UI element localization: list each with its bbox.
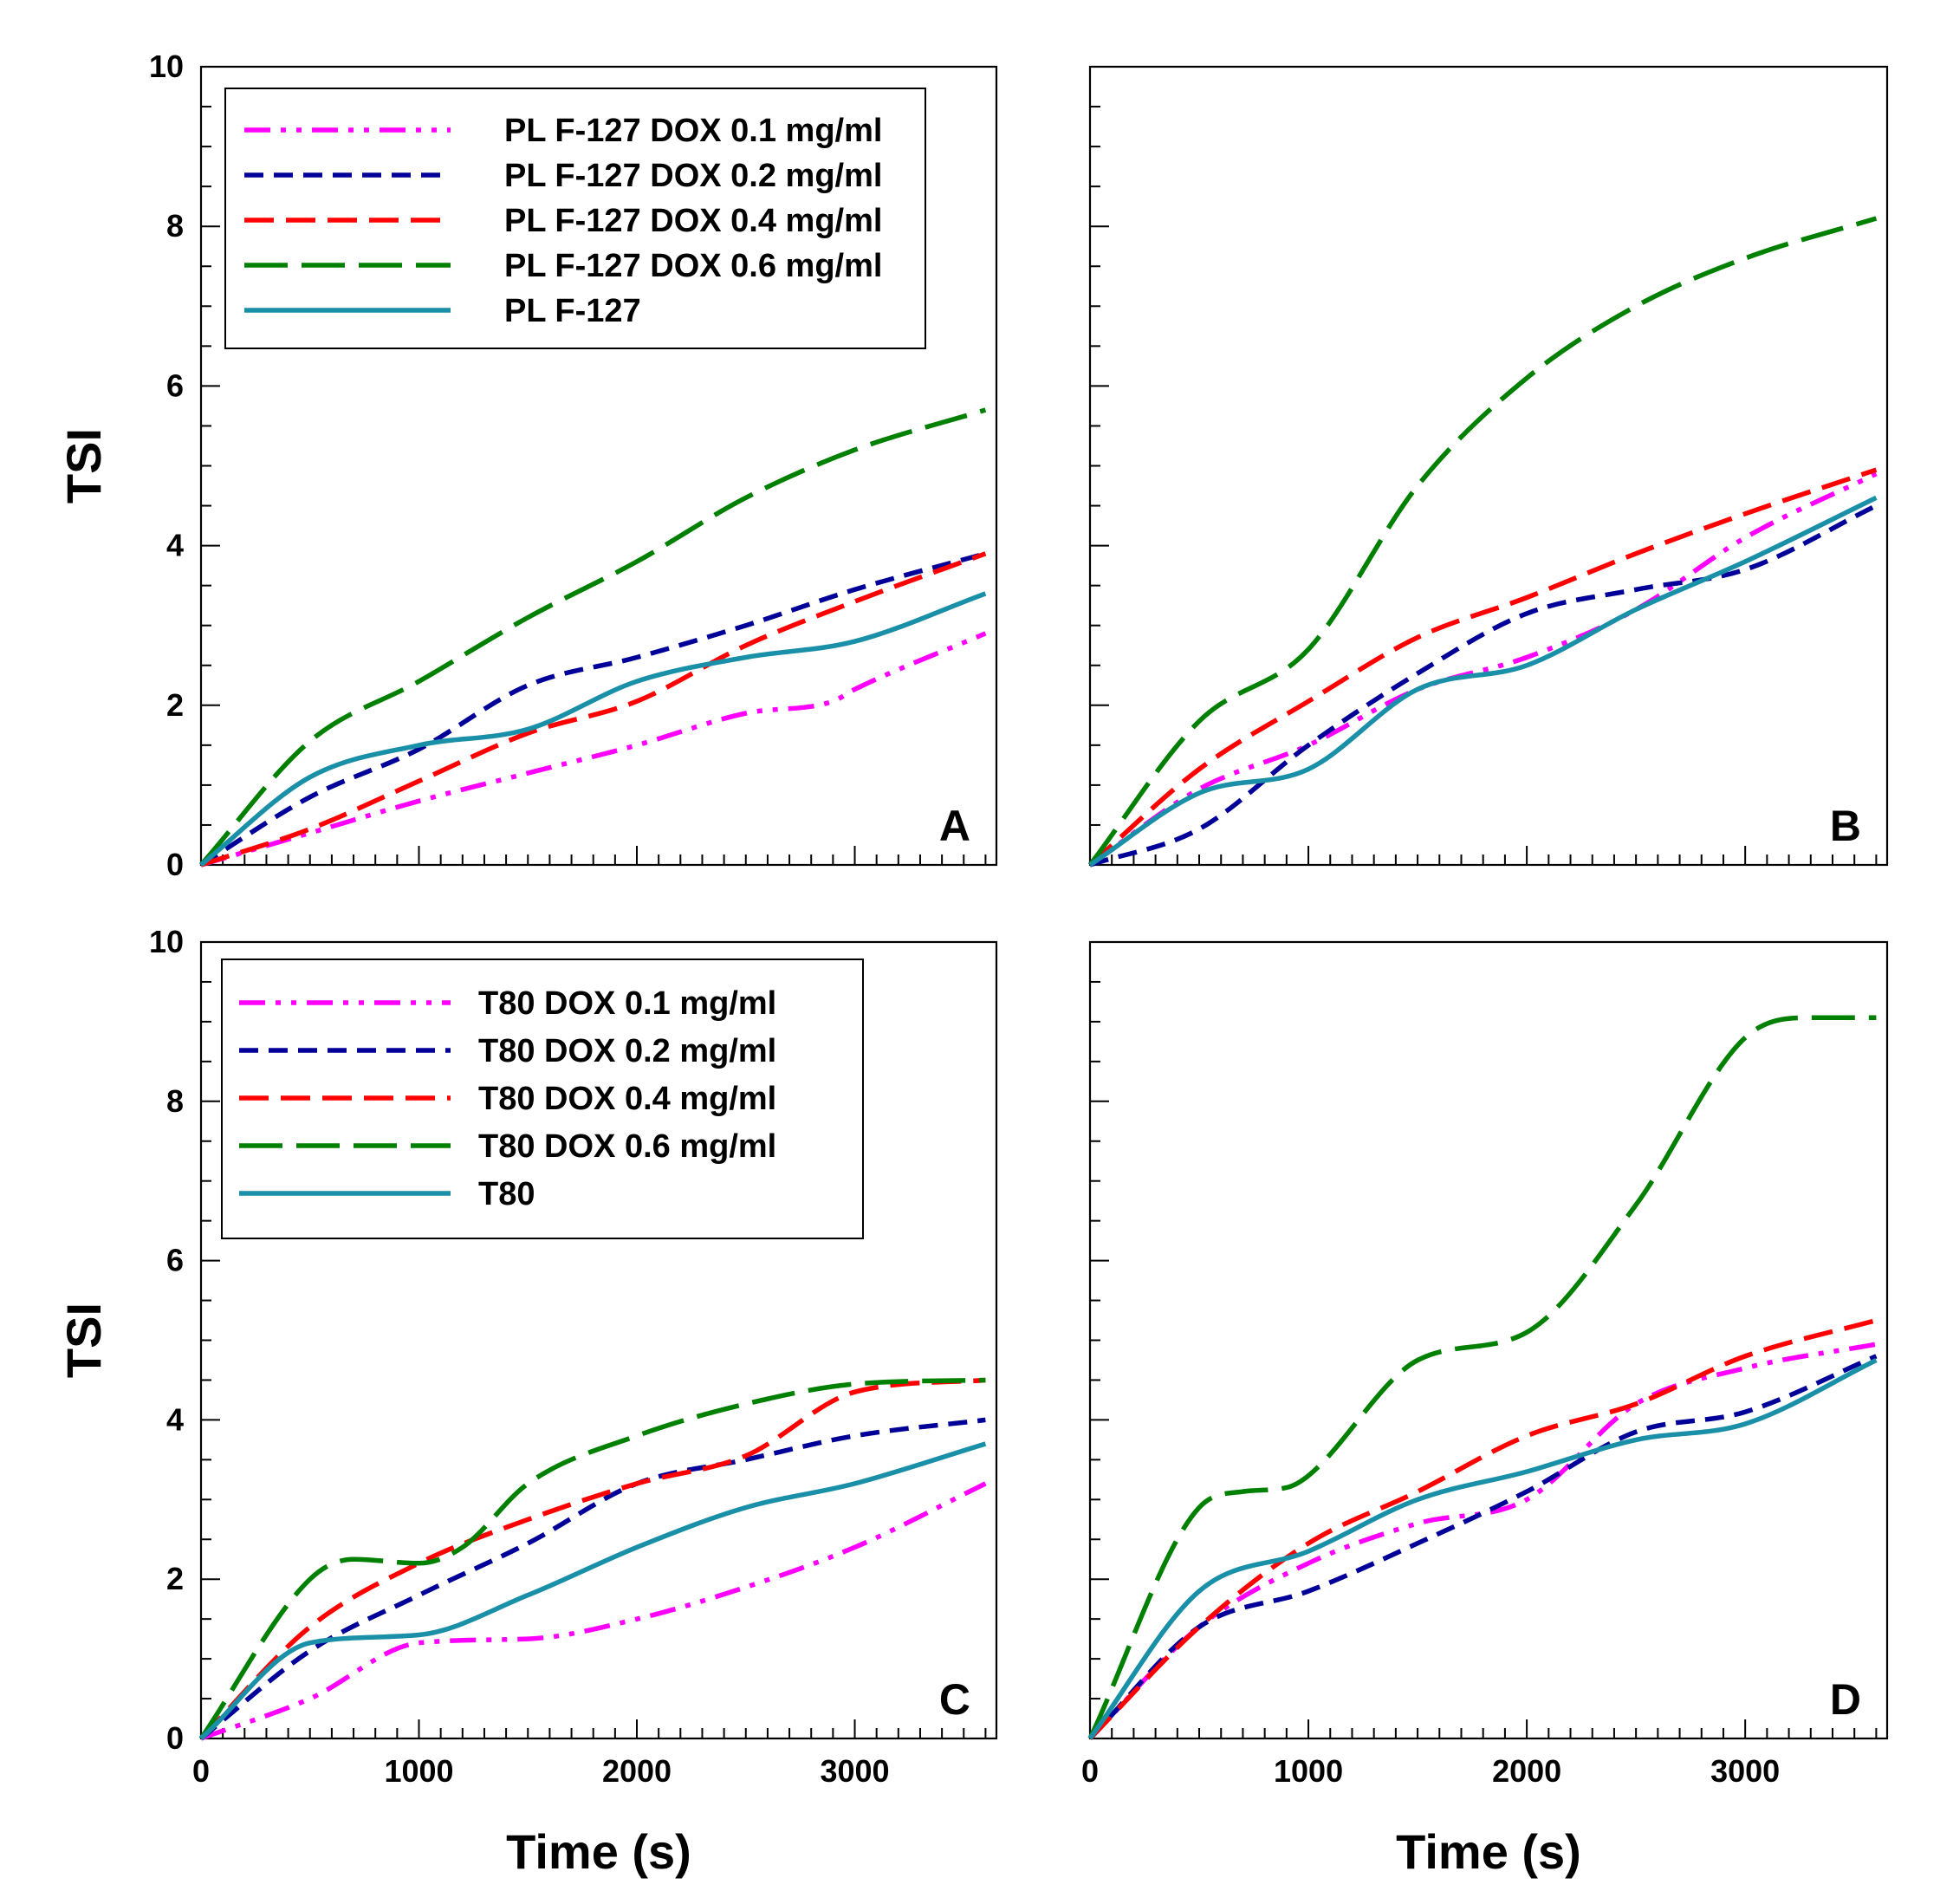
panel-c-legend-label: T80 DOX 0.4 mg/ml — [478, 1081, 776, 1117]
panel-c-series-0 — [200, 1481, 987, 1741]
panel-b-series-1 — [1089, 504, 1878, 868]
panel-a-series-1 — [199, 551, 987, 868]
panel-c-y-tick-label: 10 — [149, 924, 184, 959]
panel-b-frame — [1088, 65, 1889, 867]
panel-d-x-tick-label: 0 — [1081, 1753, 1099, 1789]
panel-d-series-0 — [1088, 1342, 1877, 1740]
panel-a-legend-label: PL F-127 — [504, 293, 641, 329]
panel-c-y-axis-title: TSI — [56, 1303, 111, 1378]
panel-c-series-4 — [199, 1441, 987, 1741]
panel-b-series-3 — [1087, 216, 1878, 867]
panel-a-legend-label: PL F-127 DOX 0.4 mg/ml — [504, 203, 882, 239]
panel-c-x-tick-label: 3000 — [820, 1753, 889, 1789]
panel-d-series-3 — [1087, 1015, 1877, 1740]
panel-d-x-tick-label: 2000 — [1492, 1753, 1561, 1789]
panel-c-legend-label: T80 DOX 0.2 mg/ml — [478, 1033, 776, 1069]
panel-a-legend-label: PL F-127 DOX 0.1 mg/ml — [504, 113, 882, 149]
panel-a-series-2 — [200, 551, 987, 868]
panel-c-legend-label: T80 DOX 0.6 mg/ml — [478, 1128, 776, 1165]
panel-d-x-tick-label: 1000 — [1274, 1753, 1343, 1789]
panel-a-y-tick-label: 4 — [166, 528, 184, 563]
panel-a-label: A — [939, 802, 970, 850]
panel-a-series-3 — [198, 407, 987, 867]
panel-c-legend-label: T80 DOX 0.1 mg/ml — [478, 985, 776, 1022]
panel-a-y-tick-label: 2 — [166, 687, 184, 723]
panel-c-series-1 — [199, 1417, 986, 1741]
panel-c-x-tick-label: 1000 — [384, 1753, 453, 1789]
panel-c-y-tick-label: 2 — [166, 1561, 184, 1596]
panel-c-label: C — [939, 1675, 970, 1724]
panel-a-y-axis-title: TSI — [56, 428, 111, 504]
panel-c-y-tick-label: 6 — [166, 1243, 184, 1278]
panel-a-series-4 — [199, 591, 987, 868]
panel-d-series-1 — [1088, 1354, 1878, 1740]
panel-d-series-2 — [1088, 1317, 1878, 1740]
panel-a-y-tick-label: 6 — [166, 367, 184, 403]
panel-a-y-tick-label: 0 — [166, 847, 184, 882]
panel-b-series-4 — [1088, 495, 1878, 868]
panel-a-y-tick-label: 8 — [166, 208, 184, 244]
panel-c-y-tick-label: 4 — [166, 1401, 184, 1437]
panel-c-series-3 — [198, 1377, 986, 1740]
panel-c-y-tick-label: 8 — [166, 1083, 184, 1119]
panel-d-x-tick-label: 3000 — [1710, 1753, 1780, 1789]
panel-d-label: D — [1830, 1675, 1861, 1724]
panel-c-x-axis-title: Time (s) — [506, 1824, 691, 1879]
panel-c-legend-label: T80 — [478, 1176, 535, 1212]
panel-b-series-0 — [1088, 471, 1878, 868]
panel-a-legend-label: PL F-127 DOX 0.6 mg/ml — [504, 248, 882, 284]
panel-d-series-4 — [1087, 1358, 1878, 1740]
panel-c-x-tick-label: 2000 — [602, 1753, 672, 1789]
panel-d-x-axis-title: Time (s) — [1396, 1824, 1581, 1879]
panel-c-x-tick-label: 0 — [192, 1753, 210, 1789]
panel-a-y-tick-label: 10 — [149, 49, 184, 84]
panel-c-y-tick-label: 0 — [166, 1720, 184, 1756]
panel-b-label: B — [1830, 802, 1861, 850]
panel-a-series-0 — [200, 631, 987, 868]
panel-a-legend-label: PL F-127 DOX 0.2 mg/ml — [504, 158, 882, 194]
